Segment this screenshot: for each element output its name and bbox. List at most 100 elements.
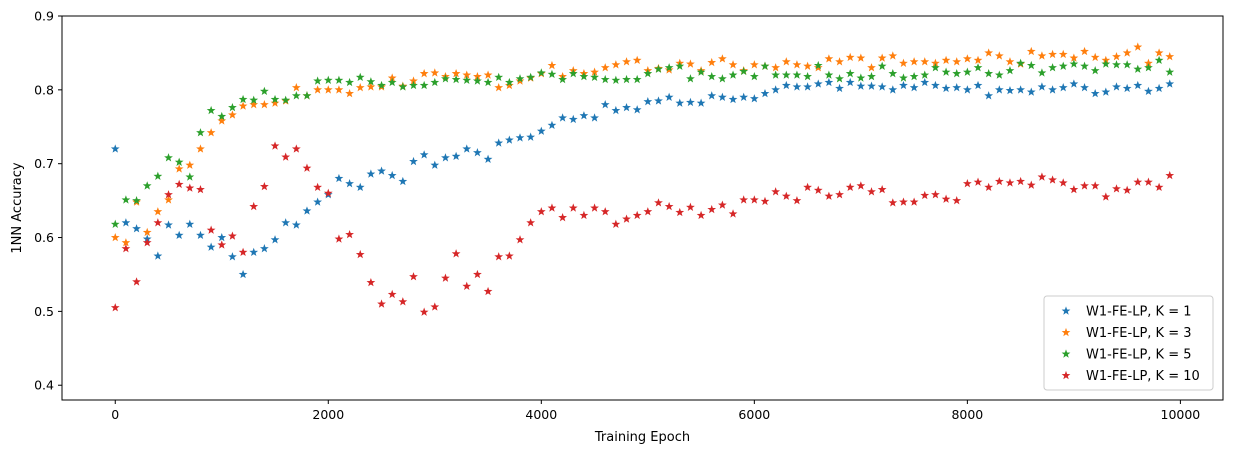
data-point	[856, 53, 866, 62]
y-tick-label: 0.5	[34, 304, 54, 319]
data-point	[973, 80, 983, 90]
data-point	[1069, 184, 1079, 194]
data-point	[1037, 172, 1047, 181]
x-axis-label: Training Epoch	[594, 430, 690, 445]
data-point	[345, 229, 354, 239]
data-point	[792, 196, 802, 205]
data-point	[430, 68, 440, 77]
x-tick-label: 10000	[1161, 407, 1201, 422]
data-point	[1037, 51, 1047, 60]
legend-entry: W1-FE-LP, K = 5	[1086, 348, 1192, 363]
data-point	[696, 98, 706, 107]
data-point	[1165, 170, 1175, 180]
data-point	[739, 195, 749, 204]
data-point	[568, 114, 578, 124]
data-point	[696, 210, 706, 220]
data-point	[1101, 192, 1111, 201]
data-point	[1005, 178, 1015, 187]
data-point	[579, 111, 589, 120]
y-tick-label: 0.8	[34, 82, 54, 97]
data-point	[1165, 52, 1175, 61]
data-point	[1069, 79, 1079, 88]
data-point	[142, 227, 152, 237]
data-point	[473, 269, 482, 279]
legend-entry: W1-FE-LP, K = 1	[1086, 305, 1192, 320]
data-point	[1080, 181, 1089, 190]
data-point	[781, 70, 791, 79]
data-point	[462, 144, 472, 153]
data-point	[153, 171, 163, 180]
data-point	[984, 182, 994, 192]
data-point	[238, 247, 248, 257]
data-point	[600, 74, 610, 84]
data-point	[1058, 83, 1068, 92]
data-point	[1016, 85, 1025, 94]
data-point	[664, 201, 674, 211]
data-point	[260, 86, 269, 96]
data-point	[1144, 63, 1153, 72]
data-point	[323, 188, 333, 197]
data-point	[888, 51, 898, 60]
data-point	[473, 148, 482, 157]
data-point	[313, 197, 323, 206]
data-point	[1080, 83, 1089, 92]
data-point	[728, 209, 738, 218]
data-point	[962, 179, 972, 188]
data-point	[547, 69, 557, 79]
data-point	[536, 126, 546, 135]
data-point	[856, 81, 866, 90]
x-tick-label: 4000	[525, 407, 557, 422]
data-point	[622, 57, 631, 66]
data-point	[654, 96, 663, 105]
data-point	[1090, 181, 1100, 190]
data-point	[994, 51, 1004, 60]
data-point	[334, 85, 344, 94]
data-point	[686, 97, 695, 107]
data-point	[547, 120, 557, 130]
data-point	[217, 111, 227, 121]
data-point	[228, 102, 237, 112]
data-point	[142, 238, 152, 247]
data-point	[760, 61, 770, 70]
data-point	[952, 69, 962, 78]
data-point	[1112, 52, 1121, 61]
data-point	[504, 77, 514, 87]
data-point	[185, 172, 195, 181]
data-point	[1048, 175, 1057, 184]
data-point	[206, 128, 216, 137]
data-point	[377, 299, 386, 308]
data-point	[419, 150, 429, 159]
data-point	[920, 190, 930, 200]
data-point	[451, 74, 461, 84]
data-point	[728, 60, 738, 69]
data-point	[931, 80, 940, 90]
data-point	[856, 181, 866, 190]
y-tick-label: 0.6	[34, 230, 54, 245]
data-point	[696, 67, 706, 76]
data-point	[281, 95, 291, 104]
data-point	[622, 102, 631, 112]
data-point	[973, 63, 983, 72]
data-point	[931, 58, 940, 67]
data-point	[877, 53, 887, 62]
data-point	[654, 64, 663, 73]
data-point	[121, 238, 131, 247]
data-point	[803, 71, 812, 81]
y-tick-label: 0.4	[34, 378, 54, 393]
data-point	[196, 230, 205, 240]
data-point	[473, 71, 482, 81]
data-point	[142, 181, 152, 190]
data-point	[920, 70, 930, 79]
data-point	[132, 196, 141, 205]
data-point	[611, 75, 621, 84]
data-point	[643, 69, 653, 78]
data-point	[334, 173, 344, 183]
data-point	[994, 85, 1004, 94]
data-point	[899, 80, 908, 90]
data-point	[813, 185, 823, 194]
data-point	[430, 160, 440, 169]
data-point	[590, 72, 599, 82]
data-point	[1122, 48, 1132, 57]
data-point	[387, 289, 397, 299]
data-point	[387, 73, 397, 82]
